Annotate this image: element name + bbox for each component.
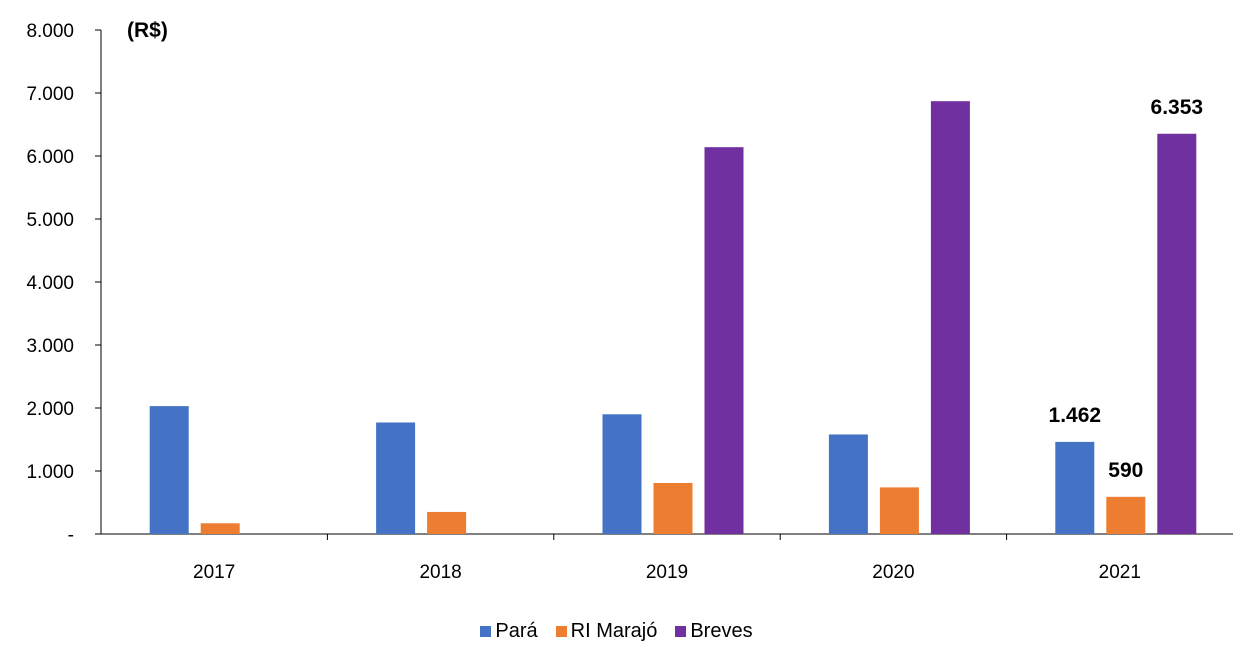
bar-breves-2021 xyxy=(1157,133,1197,535)
y-tick-label: 7.000 xyxy=(26,84,74,105)
legend-swatch xyxy=(480,626,492,637)
bar-ri-maraj--2018 xyxy=(427,511,467,534)
bar-par--2021 xyxy=(1055,441,1095,534)
data-label: 590 xyxy=(1108,459,1143,482)
bar-chart: - 1.000 2.000 3.000 4.000 5.000 6.000 7.000 8.00… xyxy=(26,19,1233,583)
legend-label: Breves xyxy=(690,620,753,642)
legend-item: RI Marajó xyxy=(555,620,658,643)
bar-ri-maraj--2017 xyxy=(200,523,240,534)
bar-ri-maraj--2019 xyxy=(653,482,693,534)
y-tick-label: - xyxy=(68,525,74,546)
x-tick-label: 2020 xyxy=(872,562,914,583)
y-tick-label: 4.000 xyxy=(26,273,74,294)
y-tick-label: 1.000 xyxy=(26,462,74,483)
x-tick-label: 2019 xyxy=(646,562,688,583)
legend-swatch xyxy=(555,626,567,637)
legend-label: Pará xyxy=(495,620,538,642)
bar-ri-maraj--2021 xyxy=(1106,496,1146,534)
bar-breves-2020 xyxy=(930,101,970,534)
y-tick-label: 2.000 xyxy=(26,399,74,420)
data-label: 6.353 xyxy=(1151,96,1204,119)
bar-par--2018 xyxy=(376,422,416,534)
y-tick-label: 8.000 xyxy=(26,21,74,42)
bar-breves-2019 xyxy=(704,147,744,534)
data-label: 1.462 xyxy=(1049,404,1102,427)
legend-label: RI Marajó xyxy=(570,620,658,642)
y-tick-label: 5.000 xyxy=(26,210,74,231)
legend: Pará RI Marajó Breves xyxy=(0,620,1233,643)
bar-par--2020 xyxy=(828,434,868,534)
legend-item: Pará xyxy=(480,620,538,643)
bar-par--2017 xyxy=(149,406,189,534)
y-tick-label: 3.000 xyxy=(26,336,74,357)
x-tick-label: 2018 xyxy=(419,562,461,583)
legend-item: Breves xyxy=(675,620,753,643)
y-tick-label: 6.000 xyxy=(26,147,74,168)
x-tick-label: 2017 xyxy=(193,562,235,583)
y-unit-label: (R$) xyxy=(127,19,168,42)
bar-par--2019 xyxy=(602,414,642,534)
bar-ri-maraj--2020 xyxy=(879,487,919,534)
x-tick-label: 2021 xyxy=(1099,562,1141,583)
legend-swatch xyxy=(675,626,687,637)
